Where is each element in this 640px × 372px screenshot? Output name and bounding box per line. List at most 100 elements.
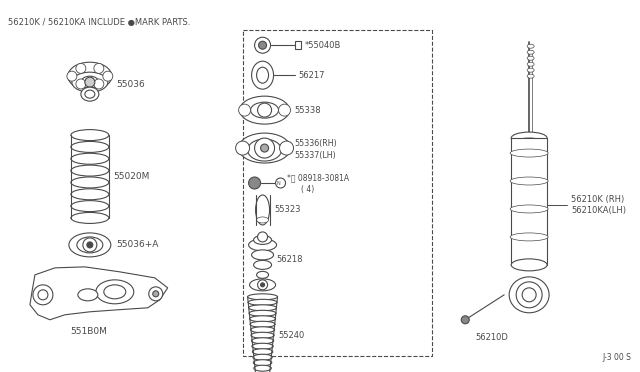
Circle shape	[239, 104, 251, 116]
Circle shape	[257, 232, 268, 242]
Ellipse shape	[68, 62, 112, 90]
Circle shape	[85, 77, 95, 87]
Ellipse shape	[71, 201, 109, 212]
Text: ( 4): ( 4)	[301, 186, 314, 195]
Ellipse shape	[71, 129, 109, 141]
Circle shape	[248, 177, 260, 189]
Text: 56217: 56217	[298, 71, 325, 80]
Circle shape	[260, 283, 264, 287]
Ellipse shape	[509, 277, 549, 313]
Ellipse shape	[527, 68, 534, 72]
Ellipse shape	[253, 260, 271, 269]
Circle shape	[94, 63, 104, 73]
Ellipse shape	[251, 332, 274, 338]
Circle shape	[33, 285, 53, 305]
Text: *Ⓝ 08918-3081A: *Ⓝ 08918-3081A	[287, 173, 349, 183]
Circle shape	[276, 178, 285, 188]
Text: 56210K (RH): 56210K (RH)	[571, 195, 625, 205]
Circle shape	[259, 41, 267, 49]
Ellipse shape	[252, 61, 273, 89]
Ellipse shape	[252, 343, 273, 349]
Circle shape	[257, 280, 268, 290]
Ellipse shape	[96, 280, 134, 304]
Ellipse shape	[527, 74, 534, 78]
Ellipse shape	[71, 165, 109, 176]
Circle shape	[236, 141, 250, 155]
Ellipse shape	[71, 177, 109, 188]
Ellipse shape	[248, 305, 276, 311]
Ellipse shape	[71, 212, 109, 224]
Ellipse shape	[250, 316, 276, 322]
Text: 56218: 56218	[276, 256, 303, 264]
Text: 56210K / 56210KA INCLUDE ●MARK PARTS.: 56210K / 56210KA INCLUDE ●MARK PARTS.	[8, 18, 190, 27]
Circle shape	[260, 144, 269, 152]
Circle shape	[255, 37, 271, 53]
Circle shape	[522, 288, 536, 302]
Ellipse shape	[251, 102, 278, 118]
Ellipse shape	[248, 299, 277, 305]
Ellipse shape	[71, 189, 109, 200]
Text: N: N	[276, 181, 280, 186]
Ellipse shape	[255, 195, 269, 225]
Ellipse shape	[257, 67, 269, 83]
Ellipse shape	[253, 235, 271, 244]
Ellipse shape	[527, 50, 534, 54]
Ellipse shape	[254, 365, 271, 371]
Text: 55036+A: 55036+A	[116, 240, 158, 249]
Ellipse shape	[248, 294, 278, 300]
Ellipse shape	[250, 321, 275, 327]
Bar	[294, 41, 301, 49]
Ellipse shape	[527, 56, 534, 60]
Text: 56210KA(LH): 56210KA(LH)	[571, 206, 626, 215]
Ellipse shape	[510, 149, 548, 157]
Ellipse shape	[249, 310, 276, 316]
Ellipse shape	[250, 279, 276, 291]
Ellipse shape	[257, 217, 269, 223]
Ellipse shape	[85, 90, 95, 98]
Ellipse shape	[77, 237, 103, 253]
Circle shape	[76, 79, 86, 89]
Text: 55338: 55338	[294, 106, 321, 115]
Polygon shape	[30, 267, 168, 320]
Bar	[243, 30, 432, 356]
Ellipse shape	[511, 259, 547, 271]
Text: 55240: 55240	[278, 331, 305, 340]
Circle shape	[516, 282, 542, 308]
Circle shape	[67, 71, 77, 81]
Ellipse shape	[239, 133, 291, 163]
Circle shape	[148, 287, 163, 301]
Ellipse shape	[239, 96, 289, 124]
Circle shape	[278, 104, 291, 116]
Ellipse shape	[248, 239, 276, 251]
Text: 55020M: 55020M	[113, 172, 149, 181]
Ellipse shape	[510, 177, 548, 185]
Circle shape	[103, 71, 113, 81]
Ellipse shape	[253, 354, 272, 360]
Ellipse shape	[250, 327, 275, 333]
Circle shape	[153, 291, 159, 297]
Ellipse shape	[69, 233, 111, 257]
Text: 551B0M: 551B0M	[70, 327, 107, 336]
Text: *55040B: *55040B	[305, 41, 341, 50]
Circle shape	[255, 138, 275, 158]
Ellipse shape	[71, 153, 109, 164]
Ellipse shape	[252, 250, 273, 260]
Text: 55323: 55323	[275, 205, 301, 215]
Ellipse shape	[511, 132, 547, 144]
Ellipse shape	[253, 360, 272, 366]
Ellipse shape	[72, 72, 108, 92]
Ellipse shape	[81, 87, 99, 101]
Circle shape	[87, 242, 93, 248]
Text: J-3 00 S: J-3 00 S	[602, 353, 631, 362]
Ellipse shape	[527, 44, 534, 48]
Circle shape	[76, 63, 86, 73]
Ellipse shape	[513, 138, 545, 148]
Ellipse shape	[248, 139, 282, 161]
Text: 56210D: 56210D	[476, 333, 508, 342]
Ellipse shape	[81, 76, 99, 88]
Circle shape	[280, 141, 294, 155]
Ellipse shape	[257, 271, 269, 278]
Circle shape	[257, 103, 271, 117]
Ellipse shape	[78, 289, 98, 301]
Ellipse shape	[104, 285, 126, 299]
